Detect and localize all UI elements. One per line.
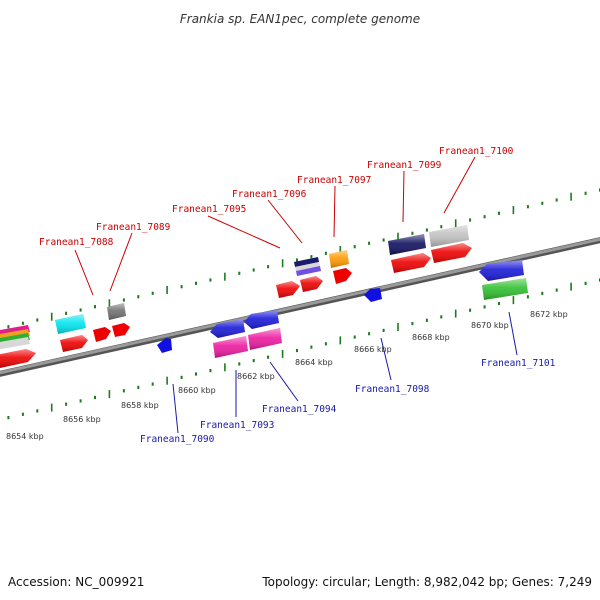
gene-label-franean1-7100[interactable]: Franean1_7100 [439,146,514,157]
gene-label-franean1-7099[interactable]: Franean1_7099 [367,160,442,171]
gene-feature[interactable] [479,260,524,281]
scale-label: 8670 kbp [471,321,509,330]
gene-feature[interactable] [329,250,349,268]
gene-label-franean1-7096[interactable]: Franean1_7096 [232,189,307,200]
scale-label: 8660 kbp [178,386,216,395]
scale-label: 8666 kbp [354,345,392,354]
bottom-tick-track [7,278,600,420]
gene-feature[interactable] [107,303,126,320]
gene-feature[interactable] [364,288,382,302]
gene-label-franean1-7090[interactable]: Franean1_7090 [140,434,215,445]
gene-features [0,225,528,368]
gene-label-franean1-7095[interactable]: Franean1_7095 [172,204,246,215]
top-tick-track [7,188,600,329]
scale-label: 8656 kbp [63,415,101,424]
gene-feature[interactable] [482,278,528,300]
genome-summary-text: Topology: circular; Length: 8,982,042 bp… [261,575,592,589]
gene-label-franean1-7093[interactable]: Franean1_7093 [200,420,274,431]
gene-label-franean1-7089[interactable]: Franean1_7089 [96,222,171,233]
gene-label-franean1-7088[interactable]: Franean1_7088 [39,237,114,248]
gene-feature[interactable] [157,338,172,353]
genome-backbone [0,237,600,377]
gene-feature[interactable] [60,335,88,352]
top-gene-labels [74,156,476,296]
gene-label-franean1-7101[interactable]: Franean1_7101 [481,358,556,369]
gene-feature[interactable] [429,225,469,247]
gene-feature[interactable] [391,253,431,273]
scale-label: 8672 kbp [530,310,568,319]
scale-label: 8654 kbp [6,432,44,441]
scale-label: 8662 kbp [237,372,275,381]
bottom-gene-label-texts: Franean1_7090 Franean1_7093 Franean1_709… [140,358,556,445]
bottom-gene-labels [172,311,518,434]
gene-feature[interactable] [0,325,30,350]
gene-feature[interactable] [55,314,86,334]
gene-label-franean1-7098[interactable]: Franean1_7098 [355,384,430,395]
scale-label: 8658 kbp [121,401,159,410]
scale-label: 8668 kbp [412,333,450,342]
gene-feature[interactable] [0,349,36,368]
gene-feature[interactable] [93,323,130,342]
gene-feature[interactable] [276,276,323,298]
gene-label-franean1-7094[interactable]: Franean1_7094 [262,404,337,415]
gene-feature[interactable] [213,328,282,358]
gene-label-franean1-7097[interactable]: Franean1_7097 [297,175,371,186]
gene-feature[interactable] [294,257,321,276]
top-gene-label-texts: Franean1_7088 Franean1_7089 Franean1_709… [39,146,514,248]
gene-feature[interactable] [333,268,352,284]
gene-feature[interactable] [388,234,426,255]
gene-feature[interactable] [431,243,472,263]
accession-text: Accession: NC_009921 [8,575,144,589]
map-title: Frankia sp. EAN1pec, complete genome [180,12,420,26]
scale-label: 8664 kbp [295,358,333,367]
gene-feature[interactable] [210,310,279,338]
scale-labels: 8654 kbp 8656 kbp 8658 kbp 8660 kbp 8662… [6,310,568,441]
